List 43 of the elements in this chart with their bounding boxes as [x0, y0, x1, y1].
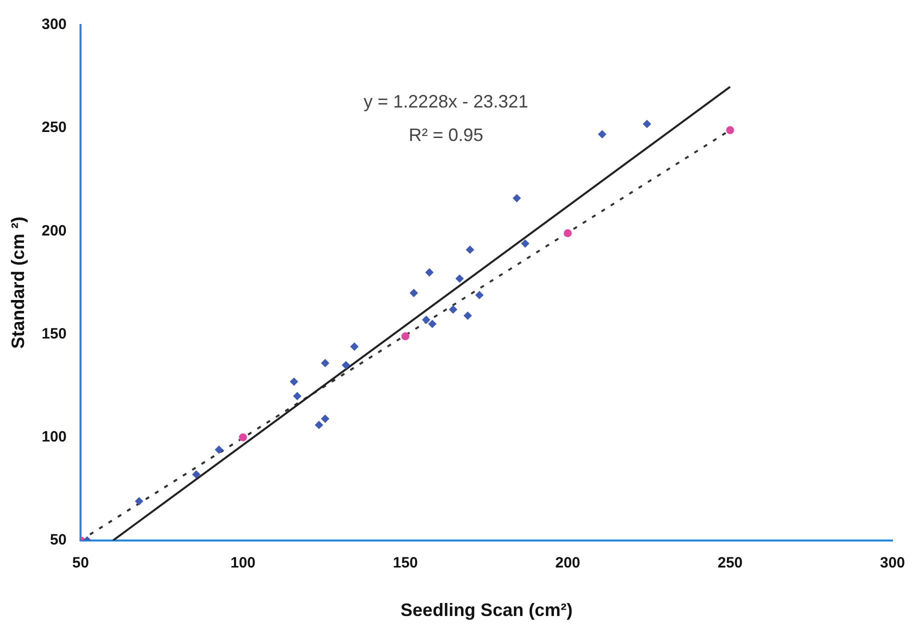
x-tick-label: 150: [392, 554, 418, 572]
point: [512, 194, 521, 202]
point: [449, 306, 458, 314]
point: [290, 378, 298, 386]
point: [422, 316, 430, 324]
point: [475, 291, 484, 300]
point: [350, 342, 358, 351]
point: [293, 392, 302, 400]
annotation: y = 1.2228x - 23.321: [364, 91, 528, 112]
point: [466, 246, 474, 254]
y-tick-label: 300: [42, 16, 67, 34]
point: [425, 268, 434, 276]
y-tick-label: 100: [42, 428, 67, 446]
point: [321, 359, 330, 368]
point: [428, 320, 436, 328]
point: [135, 497, 144, 506]
y-tick-label: 50: [50, 532, 67, 549]
y-tick-label: 200: [42, 222, 67, 240]
point: [456, 274, 464, 283]
point: [598, 130, 606, 138]
point: [239, 433, 247, 442]
point: [464, 312, 472, 320]
point: [321, 414, 330, 423]
y-tick-label: 250: [42, 119, 67, 136]
x-tick-label: 100: [230, 554, 256, 572]
point: [214, 446, 223, 454]
x-tick-label: 200: [555, 554, 580, 572]
point: [564, 229, 572, 238]
point: [401, 332, 410, 340]
annotation: R² = 0.95: [408, 124, 484, 145]
point: [726, 126, 734, 134]
point: [642, 120, 651, 128]
point: [192, 470, 200, 478]
x-axis-title: Seedling Scan (cm²): [400, 600, 573, 620]
y-tick-label: 150: [42, 325, 67, 342]
y-axis-title: Standard (cm ²): [8, 216, 28, 349]
x-tick-label: 50: [72, 554, 89, 572]
point: [521, 240, 530, 248]
point: [342, 361, 350, 370]
point: [314, 420, 323, 429]
x-tick-label: 300: [880, 554, 905, 572]
x-tick-label: 250: [718, 554, 743, 572]
point: [410, 289, 418, 298]
